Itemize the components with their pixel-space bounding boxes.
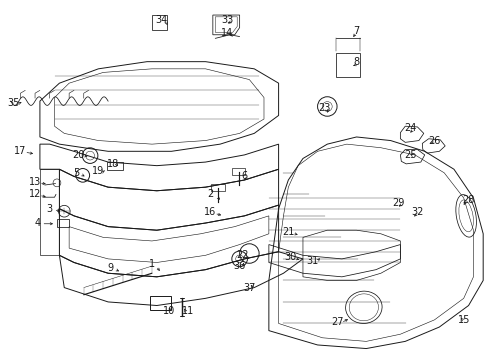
Text: 23: 23 [318, 103, 330, 113]
Text: 10: 10 [163, 306, 175, 316]
Text: 13: 13 [29, 177, 41, 187]
Bar [335, 53, 359, 77]
Text: 11: 11 [182, 306, 194, 316]
Text: 35: 35 [7, 98, 19, 108]
Text: 7: 7 [353, 26, 359, 36]
Text: 6: 6 [241, 171, 247, 181]
Text: 4: 4 [34, 218, 41, 228]
Text: 37: 37 [243, 283, 255, 293]
Text: 12: 12 [29, 189, 41, 199]
Text: 20: 20 [73, 150, 85, 160]
Text: 30: 30 [284, 252, 296, 262]
Text: 25: 25 [403, 150, 415, 160]
Text: 3: 3 [46, 204, 53, 214]
Text: 19: 19 [92, 166, 104, 176]
Text: 2: 2 [207, 189, 213, 199]
Text: 24: 24 [403, 123, 415, 133]
Text: 31: 31 [306, 256, 318, 266]
Text: 27: 27 [330, 317, 343, 327]
Text: 1: 1 [148, 259, 155, 269]
Bar [210, 184, 224, 191]
Bar [231, 168, 245, 175]
Text: 16: 16 [204, 207, 216, 217]
Text: 32: 32 [410, 207, 423, 217]
Text: 9: 9 [107, 263, 113, 273]
Text: 22: 22 [235, 250, 248, 260]
Text: 28: 28 [462, 195, 474, 205]
Text: 17: 17 [14, 146, 26, 156]
Text: 36: 36 [233, 261, 245, 271]
Bar [150, 296, 171, 310]
Text: 14: 14 [221, 28, 233, 38]
Bar [57, 220, 69, 227]
Text: 5: 5 [73, 168, 80, 178]
Text: 21: 21 [282, 227, 294, 237]
Text: 26: 26 [427, 136, 440, 145]
Text: 29: 29 [391, 198, 403, 208]
Text: 34: 34 [155, 15, 167, 26]
Text: 8: 8 [353, 57, 359, 67]
Text: 18: 18 [107, 159, 119, 169]
Text: 15: 15 [457, 315, 469, 325]
Text: 33: 33 [221, 15, 233, 26]
Bar [107, 162, 122, 170]
